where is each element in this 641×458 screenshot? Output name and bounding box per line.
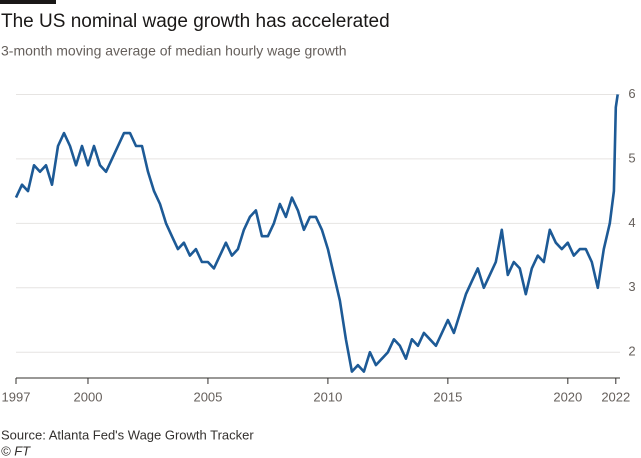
chart-subtitle: 3-month moving average of median hourly … xyxy=(1,43,347,59)
source: Source: Atlanta Fed's Wage Growth Tracke… xyxy=(1,427,254,442)
x-tick-label: 1997 xyxy=(2,389,31,404)
brand-bar xyxy=(0,0,56,4)
y-tick-label: 6 xyxy=(628,86,635,101)
chart-title: The US nominal wage growth has accelerat… xyxy=(1,11,390,32)
credit: © FT xyxy=(1,443,31,458)
x-tick-label: 2022 xyxy=(601,389,630,404)
x-tick-label: 2020 xyxy=(553,389,582,404)
x-tick-label: 2015 xyxy=(433,389,462,404)
y-tick-label: 5 xyxy=(628,150,635,165)
y-tick-label: 3 xyxy=(628,279,635,294)
series-line xyxy=(14,94,619,373)
y-tick-label: 4 xyxy=(628,215,635,230)
x-tick-label: 2010 xyxy=(313,389,342,404)
x-tick-label: 2000 xyxy=(74,389,103,404)
y-tick-label: 2 xyxy=(628,344,635,359)
x-tick-label: 2005 xyxy=(193,389,222,404)
